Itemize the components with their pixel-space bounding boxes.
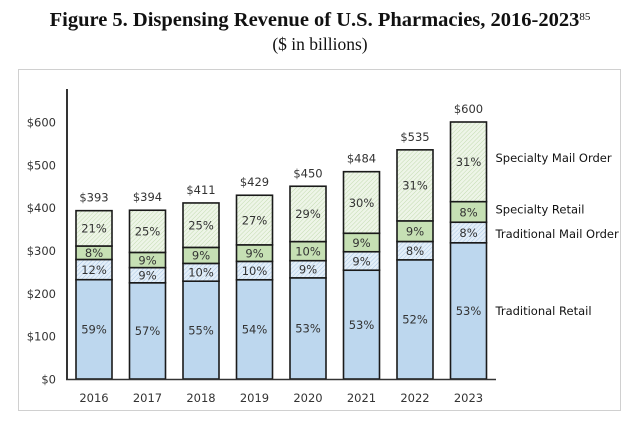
segment-specialty-mail-order [289,185,327,243]
segment-label: 57% [135,324,161,338]
y-tick-label: $500 [27,158,56,172]
segment-specialty-mail-order [75,209,113,247]
segment-label: 9% [406,224,424,238]
x-tick-label: 2020 [293,391,322,405]
bar-2018: 55% 10% 9% 25% $411 [182,183,220,380]
segment-label: 53% [295,322,321,336]
bar-2020: 53% 9% 10% 29% $450 [289,166,327,380]
legend-traditional-mail-order: Traditional Mail Order [495,227,619,241]
segment-label: 55% [188,323,214,337]
y-tick-label: $300 [27,244,56,258]
segment-label: 8% [406,244,424,258]
segment-label: 54% [242,323,268,337]
x-tick-label: 2016 [79,391,108,405]
segment-label: 53% [456,304,482,318]
segment-traditional-retail [289,277,327,380]
segment-label: 31% [456,155,482,169]
x-tick-label: 2017 [133,391,162,405]
bar-total-label: $600 [454,102,483,116]
bar-total-label: $535 [400,130,429,144]
x-tick-label: 2018 [186,391,215,405]
segment-label: 9% [192,249,210,263]
bar-total-label: $484 [347,152,376,166]
y-tick-label: $600 [27,116,56,130]
y-tick-label: $200 [27,287,56,301]
bar-2022: 52% 8% 9% 31% $535 [396,130,434,380]
bar-2023: 53% 8% 8% 31% $600 [449,102,488,380]
segment-specialty-mail-order [449,121,488,203]
x-axis: 2016 2017 2018 2019 2020 2021 2022 2023 [66,378,496,405]
bar-2021: 53% 9% 9% 30% $484 [342,152,381,380]
bar-total-label: $411 [186,183,215,197]
y-tick-label: $100 [27,330,56,344]
y-tick-label: $0 [41,373,56,387]
bar-total-label: $429 [240,175,269,189]
segment-specialty-mail-order [182,202,220,249]
bar-2016: 59% 12% 8% 21% $393 [75,191,113,380]
segment-traditional-retail [182,280,220,380]
segment-label: 9% [138,269,156,283]
legend-specialty-mail-order: Specialty Mail Order [496,151,612,165]
y-tick-label: $400 [27,201,56,215]
chart-subtitle: ($ in billions) [272,34,368,54]
segment-label: 10% [295,244,321,258]
segment-label: 8% [459,205,477,219]
chart-title-text: Figure 5. Dispensing Revenue of U.S. Pha… [49,9,580,31]
segment-label: 21% [81,222,107,236]
legend: Traditional Retail Traditional Mail Order… [495,151,619,318]
bar-total-label: $393 [79,191,108,205]
segment-label: 12% [81,263,107,277]
segment-label: 9% [299,263,317,277]
legend-specialty-retail: Specialty Retail [496,202,585,216]
segment-label: 30% [349,196,375,210]
segment-label: 8% [85,246,103,260]
segment-specialty-mail-order [396,149,434,222]
segment-label: 10% [242,264,268,278]
bars: 59% 12% 8% 21% $393 57% 9% 9% 25% $394 55% 10% 9% 25%… [75,102,488,380]
segment-specialty-mail-order [342,170,381,235]
segment-label: 9% [352,254,370,268]
segment-label: 31% [402,179,428,193]
segment-specialty-mail-order [128,209,167,254]
chart-frame [18,69,621,411]
x-tick-label: 2023 [454,391,483,405]
chart-title: Figure 5. Dispensing Revenue of U.S. Pha… [0,8,640,32]
segment-traditional-retail [235,278,274,380]
x-tick-label: 2022 [400,391,429,405]
segment-label: 25% [188,218,214,232]
segment-label: 8% [459,226,477,240]
bar-2017: 57% 9% 9% 25% $394 [128,190,167,380]
legend-traditional-retail: Traditional Retail [495,304,592,318]
bar-2019: 54% 10% 9% 27% $429 [235,175,274,380]
y-axis: $0 $100 $200 $300 $400 $500 $600 [27,89,68,387]
segment-label: 9% [138,253,156,267]
bar-total-label: $450 [293,166,322,180]
bar-total-label: $394 [133,190,162,204]
segment-label: 9% [245,246,263,260]
segment-label: 59% [81,323,107,337]
segment-label: 9% [352,236,370,250]
x-tick-label: 2019 [240,391,269,405]
segment-label: 25% [135,225,161,239]
title-footnote: 85 [579,11,591,23]
segment-label: 10% [188,266,214,280]
segment-specialty-mail-order [235,194,274,246]
x-tick-label: 2021 [347,391,376,405]
segment-label: 53% [349,318,375,332]
segment-label: 27% [242,213,268,227]
segment-traditional-retail [449,241,488,380]
segment-label: 52% [402,313,428,327]
segment-label: 29% [295,207,321,221]
